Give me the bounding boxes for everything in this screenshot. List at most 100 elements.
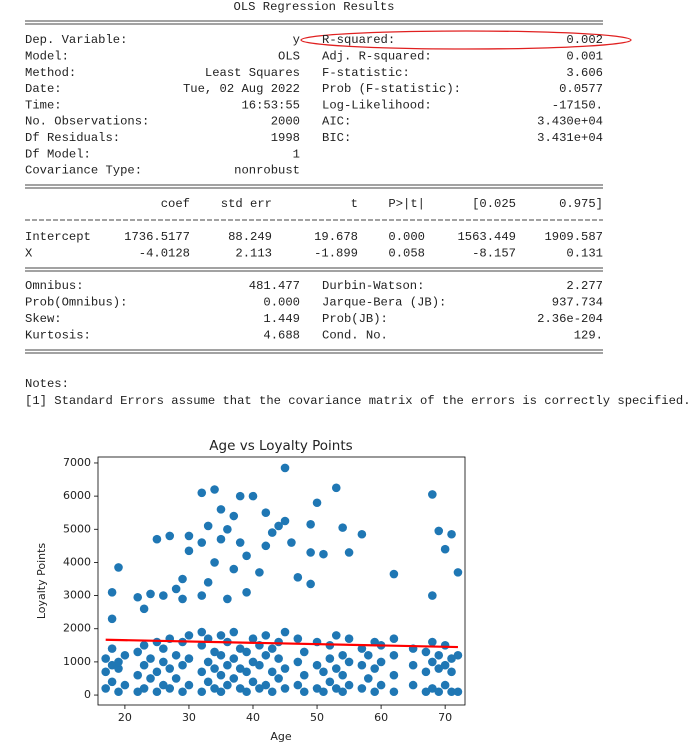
point [152, 534, 162, 544]
point [421, 667, 431, 677]
point [146, 674, 155, 683]
point [216, 534, 226, 544]
point [216, 505, 226, 514]
point [447, 667, 456, 677]
point [338, 687, 347, 697]
point [203, 521, 213, 531]
point [370, 637, 379, 647]
point [216, 650, 226, 660]
y-tick-label: 5000 [63, 522, 91, 535]
point [184, 680, 194, 690]
notes-title: Notes: [25, 377, 69, 391]
stat-value: 0.000 [263, 296, 300, 310]
stat-value: 0.002 [566, 33, 603, 47]
stat-label: Df Residuals: [25, 131, 120, 145]
point [159, 644, 168, 653]
point [331, 664, 341, 673]
stat-label: Model: [25, 50, 69, 64]
point [293, 680, 303, 690]
point [440, 680, 450, 690]
point [178, 574, 187, 584]
point [120, 680, 130, 690]
point [312, 498, 322, 508]
stat-label: Prob(Omnibus): [25, 296, 127, 310]
stat-label: Covariance Type: [25, 164, 142, 178]
point [370, 664, 379, 673]
point [197, 627, 207, 637]
point [114, 687, 123, 697]
coef-cell: 0.131 [566, 247, 603, 261]
stat-value: 2.36e-204 [537, 312, 603, 326]
point [223, 680, 232, 690]
point [223, 594, 232, 604]
point [152, 687, 162, 697]
y-tick-label: 2000 [63, 622, 91, 635]
point [421, 647, 431, 657]
stat-value: 2000 [271, 115, 300, 129]
point [235, 664, 245, 673]
point [223, 524, 232, 534]
point [306, 520, 315, 529]
point [338, 523, 347, 532]
stat-value: 4.688 [263, 328, 300, 342]
coef-cell: -4.0128 [139, 247, 190, 261]
point [197, 641, 207, 650]
point [293, 573, 303, 582]
stat-label: F-statistic: [322, 66, 410, 80]
row-label: Intercept [25, 230, 91, 244]
stat-label: R-squared: [322, 33, 395, 47]
point [434, 650, 444, 660]
stat-value: y [293, 33, 300, 47]
point [319, 687, 328, 697]
stat-label: Method: [25, 66, 76, 80]
note: [1] Standard Errors assume that the cova… [25, 394, 691, 408]
x-axis-label: Age [270, 730, 292, 743]
coef-cell: 0.000 [388, 230, 425, 244]
point [312, 684, 322, 693]
point [235, 491, 245, 501]
point [363, 674, 373, 683]
point [107, 677, 117, 687]
point [210, 684, 219, 693]
stat-label: No. Observations: [25, 115, 149, 129]
point [274, 674, 283, 683]
point [107, 644, 117, 653]
stat-value: 1 [293, 147, 300, 161]
point [261, 650, 271, 660]
stat-label: Durbin-Watson: [322, 279, 424, 293]
coef-cell: 88.249 [228, 230, 272, 244]
x-tick-label: 60 [374, 711, 388, 724]
point [255, 660, 264, 670]
point [453, 568, 463, 577]
stat-value: 3.431e+04 [537, 131, 603, 145]
x-tick-label: 70 [438, 711, 452, 724]
point [178, 660, 187, 670]
stat-label: Prob(JB): [322, 312, 388, 326]
point [357, 644, 367, 653]
point [235, 538, 245, 547]
y-axis-label: Loyalty Points [35, 543, 48, 620]
point [203, 677, 213, 687]
chart-title: Age vs Loyalty Points [209, 438, 352, 454]
stat-label: Prob (F-statistic): [322, 82, 461, 96]
point [312, 660, 322, 670]
x-tick-label: 30 [182, 711, 196, 724]
point [178, 594, 187, 604]
point [210, 647, 219, 657]
point [306, 548, 315, 557]
column-header: t [351, 197, 358, 211]
point [178, 687, 187, 697]
point [146, 589, 155, 599]
point [267, 528, 277, 537]
point [389, 670, 399, 680]
point [299, 670, 309, 680]
point [261, 631, 271, 640]
point [216, 670, 226, 680]
point [274, 521, 283, 531]
stat-value: 2.277 [566, 279, 603, 293]
stat-value: 16:53:55 [241, 98, 300, 112]
point [280, 627, 290, 637]
point [408, 660, 418, 670]
point [248, 491, 258, 501]
coef-cell: -8.157 [472, 247, 516, 261]
